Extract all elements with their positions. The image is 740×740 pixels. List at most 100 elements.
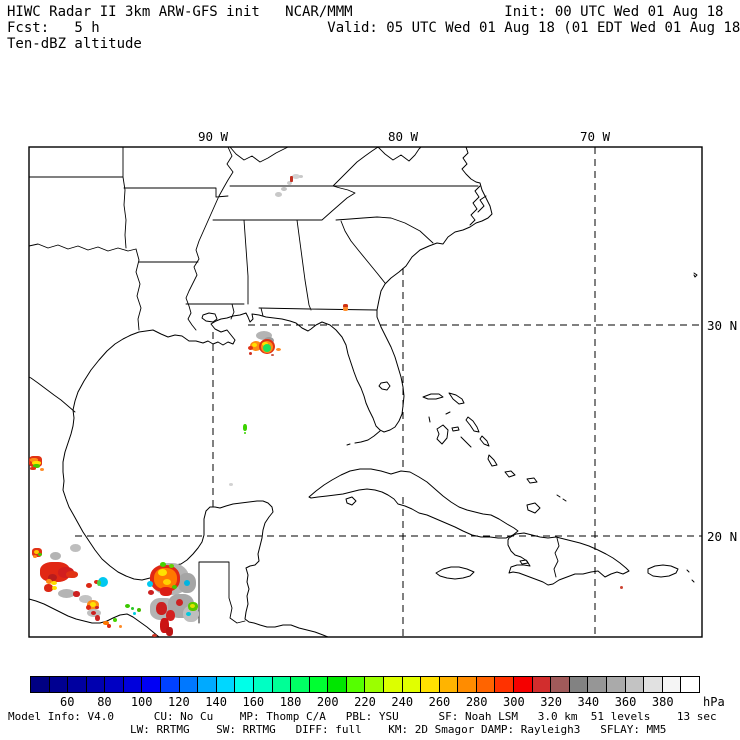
colorbar-tick-label: 160 — [242, 695, 265, 709]
radar-echo — [263, 344, 271, 352]
radar-echo — [243, 424, 247, 431]
radar-echo — [91, 611, 96, 615]
coastline-nc-sounds — [469, 185, 487, 226]
colorbar-cell — [402, 677, 422, 692]
radar-echo — [186, 612, 191, 616]
radar-echo — [95, 615, 100, 621]
radar-echo — [33, 464, 40, 468]
colorbar-cell — [346, 677, 366, 692]
radar-echo — [90, 602, 96, 607]
radar-echo — [86, 583, 92, 588]
radar-echo — [66, 571, 78, 578]
radar-echo — [44, 584, 53, 592]
radar-echo — [229, 483, 233, 486]
colorbar-cell — [68, 677, 87, 692]
colorbar-tick-label: 200 — [316, 695, 339, 709]
radar-echo — [166, 627, 173, 636]
radar-echo — [256, 331, 272, 340]
colorbar-tick-label: 380 — [651, 695, 674, 709]
radar-echo — [98, 577, 108, 587]
colorbar-unit-label: hPa — [703, 695, 725, 709]
radar-echo — [176, 599, 183, 606]
colorbar-cell — [235, 677, 254, 692]
colorbar-tick-label: 280 — [465, 695, 488, 709]
radar-echo — [79, 595, 92, 603]
colorbar-cell — [588, 677, 607, 692]
colorbar-cell — [328, 677, 347, 692]
radar-echo — [169, 564, 174, 568]
radar-echo — [287, 181, 292, 185]
colorbar-cell — [216, 677, 236, 692]
colorbar-tick-label: 140 — [205, 695, 227, 709]
radar-echo — [190, 604, 195, 608]
radar-echo — [32, 461, 41, 465]
header-line-field: Ten-dBZ altitude — [7, 36, 142, 52]
colorbar-cell — [86, 677, 106, 692]
radar-echo — [95, 606, 99, 609]
lon-label-70w: 70 W — [579, 129, 611, 144]
colorbar-cell — [365, 677, 384, 692]
radar-echo — [86, 605, 91, 610]
radar-echo — [299, 175, 303, 178]
colorbar-cell — [123, 677, 143, 692]
radar-echo — [276, 348, 281, 351]
borders-us-states — [28, 146, 479, 331]
colorbar-tick-label: 300 — [503, 695, 525, 709]
radar-echo — [125, 604, 130, 608]
radar-echo — [271, 354, 274, 356]
borders-central-america — [198, 561, 246, 624]
radar-echo — [30, 467, 36, 470]
state-country-borders — [28, 146, 479, 624]
map-frame — [28, 146, 703, 638]
colorbar-tick-label: 340 — [577, 695, 600, 709]
radar-echo — [160, 618, 169, 633]
radar-echo — [119, 625, 122, 628]
colorbar-cell — [49, 677, 69, 692]
radar-echo — [148, 590, 154, 595]
graticule-gridlines — [75, 147, 702, 637]
border-rio-grande — [28, 376, 76, 413]
colorbar-cell — [514, 677, 533, 692]
radar-echo — [343, 307, 348, 311]
colorbar-tick-label: 260 — [428, 695, 451, 709]
radar-echo — [50, 552, 61, 560]
colorbar-cell — [105, 677, 124, 692]
coastline-jamaica — [435, 566, 475, 580]
colorbar-cell — [476, 677, 496, 692]
radar-echo — [290, 176, 293, 182]
colorbar-cells — [30, 676, 700, 693]
coastline-bermuda — [693, 272, 698, 278]
colorbar-cell — [31, 677, 50, 692]
radar-echo — [38, 553, 42, 556]
radar-echo — [248, 346, 253, 350]
colorbar-tick-label: 120 — [168, 695, 190, 709]
radar-echo — [275, 192, 282, 197]
radar-echo — [137, 608, 141, 612]
colorbar-cell — [272, 677, 292, 692]
colorbar-tick-label: 220 — [354, 695, 376, 709]
coastline-pacific — [28, 598, 160, 638]
coastline-puerto-rico — [647, 564, 695, 583]
radar-echo — [97, 580, 101, 586]
footer-model-info-line2: LW: RRTMG SW: RRTMG DIFF: full KM: 2D Sm… — [130, 723, 667, 736]
colorbar-cell — [495, 677, 515, 692]
colorbar-cell — [551, 677, 570, 692]
radar-echo — [292, 174, 300, 179]
radar-echo — [113, 618, 117, 622]
radar-echo — [184, 580, 190, 586]
radar-echo — [244, 432, 246, 434]
coastline-lakes-keys — [201, 312, 391, 446]
coastline-hispaniola — [507, 532, 630, 586]
colorbar-cell — [644, 677, 663, 692]
colorbar-cell — [625, 677, 645, 692]
radar-echo — [166, 610, 175, 621]
coastline-mainland — [62, 146, 493, 638]
radar-echo — [48, 574, 57, 581]
radar-echo — [94, 580, 99, 584]
radar-echo — [252, 343, 257, 347]
radar-echo — [33, 555, 37, 558]
colorbar-cell — [253, 677, 273, 692]
radar-echo — [34, 550, 39, 554]
radar-echo — [103, 621, 109, 625]
